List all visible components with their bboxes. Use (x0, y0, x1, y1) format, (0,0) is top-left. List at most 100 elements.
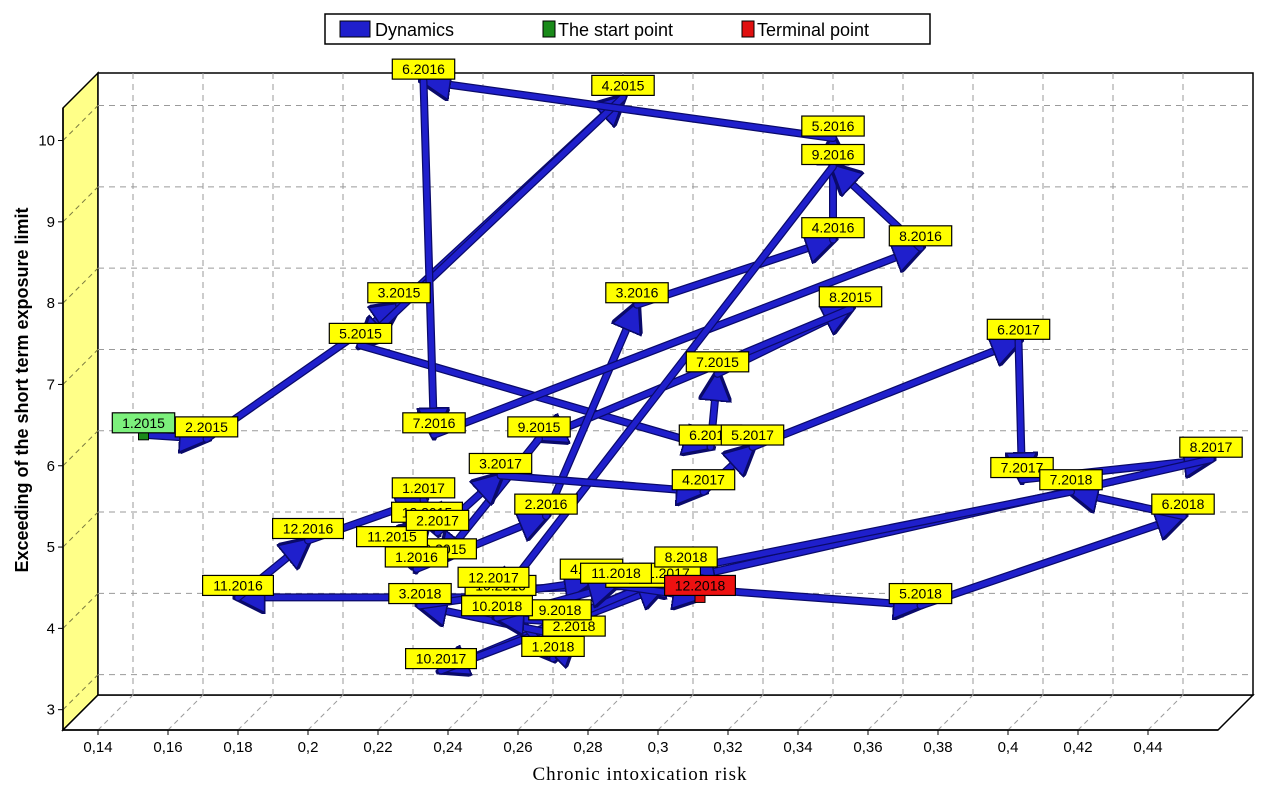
legend-label-terminal: Terminal point (757, 20, 869, 40)
terminal-point-label: 12.2018 (663, 574, 736, 597)
point-label-box (272, 517, 345, 540)
point-label-box (1039, 469, 1103, 491)
point-label-box (591, 74, 655, 96)
point-label: 5.2016 (801, 115, 865, 137)
point-label-text: 2.2017 (416, 512, 459, 528)
point-label: 8.2016 (888, 225, 953, 247)
point-label: 12.2016 (272, 517, 345, 540)
x-tick-label: 0,34 (783, 739, 812, 756)
point-label: 3.2015 (367, 282, 431, 304)
chart-floor (61, 694, 1255, 731)
x-tick-label: 0,38 (923, 739, 952, 756)
terminal-point-label-box (663, 574, 736, 597)
point-label-text: 10.2017 (416, 651, 467, 667)
point-label: 11.2016 (202, 574, 275, 597)
point-label: 9.2018 (528, 599, 592, 621)
point-label: 2.2015 (174, 416, 239, 438)
dynamics-segment (361, 94, 626, 345)
point-label-text: 6.2018 (1162, 496, 1205, 512)
x-tick-label: 0,26 (503, 739, 532, 756)
legend-swatch-dynamics (339, 20, 371, 38)
point-label: 9.2016 (801, 143, 865, 166)
y-tick-label: 9 (47, 214, 55, 231)
point-label-text: 2.2018 (553, 618, 596, 634)
point-label-text: 1.2018 (532, 638, 575, 654)
dynamics-segment (917, 516, 1184, 609)
point-label-box (384, 546, 449, 568)
point-label: 6.2017 (986, 318, 1051, 340)
point-label-box (391, 477, 456, 499)
point-label-text: 2.2016 (525, 496, 568, 512)
point-label: 5.2015 (328, 322, 393, 344)
point-label-box (888, 225, 953, 247)
point-label: 11.2015 (356, 526, 429, 548)
point-label-box (654, 546, 718, 568)
y-tick-label: 10 (38, 133, 55, 150)
point-label-text: 3.2018 (399, 586, 442, 602)
x-tick-label: 0,2 (298, 739, 319, 756)
point-label-text: 3.2015 (378, 285, 421, 301)
point-label-box (671, 469, 736, 491)
point-label-text: 4.2016 (812, 220, 855, 236)
point-label-box (1151, 493, 1215, 515)
dynamics-segment (497, 472, 704, 491)
point-label-text: 5.2018 (899, 586, 942, 602)
point-label: 1.2018 (521, 635, 585, 658)
point-label-box (990, 456, 1054, 479)
point-label-box (468, 452, 533, 475)
x-tick-label: 0,32 (713, 739, 742, 756)
point-label-box (801, 217, 865, 239)
point-label-text: 7.2018 (1050, 472, 1093, 488)
point-label-text: 3.2016 (616, 285, 659, 301)
point-label-box (514, 493, 578, 515)
dynamics-segment (1019, 338, 1023, 479)
y-axis-title: Exceeding of the short term exposure lim… (12, 207, 32, 572)
point-label-box (818, 286, 883, 308)
point-label-box (801, 115, 865, 137)
dynamics-segment (634, 240, 833, 308)
legend-box (324, 13, 931, 45)
point-label-text: 7.2016 (413, 415, 456, 431)
dynamics-segment (431, 248, 921, 438)
point-label: 7.2016 (402, 412, 466, 434)
dynamics-segment (501, 163, 836, 598)
point-label-text: 1.2017 (402, 480, 445, 496)
point-label: 12.2017 (457, 566, 530, 588)
y-tick-label: 8 (47, 295, 55, 312)
point-label-text: 8.2016 (899, 228, 942, 244)
point-label-box (986, 318, 1051, 340)
point-label-text: 12.2017 (468, 569, 519, 585)
point-label-text: 9.2018 (539, 602, 582, 618)
x-tick-labels: 0,14 0,16 0,18 0,2 0,22 0,24 0,26 0,28 0,3 0,32 0,… (83, 730, 1163, 756)
legend-swatch-terminal (741, 20, 755, 38)
x-tick-label: 0,22 (363, 739, 392, 756)
point-label-text: 5.2016 (812, 118, 855, 134)
point-label: 1.2017 (391, 477, 456, 499)
point-label-text: 5.2015 (339, 325, 382, 341)
point-label-text: 6.2016 (402, 61, 445, 77)
point-label-box (507, 416, 571, 438)
point-label: 3.2017 (468, 452, 533, 475)
point-label-text: 4.2015 (602, 77, 645, 93)
dynamics-segment (749, 341, 1019, 450)
x-axis-title: Chronic intoxication risk (533, 764, 748, 785)
point-label: 8.2017 (1179, 436, 1243, 458)
point-label: 9.2015 (507, 416, 571, 438)
point-label-text: 4.2017 (682, 472, 725, 488)
point-label-text: 7.2015 (696, 354, 739, 370)
point-label: 8.2015 (818, 286, 883, 308)
legend-swatch-start (542, 20, 556, 38)
point-label-text: 10.2018 (472, 598, 523, 614)
point-label-text: 11.2016 (213, 577, 263, 593)
point-label-box (685, 351, 750, 373)
point-labels: 1.2015 2.20153.20154.20155.20156.20157.20… (111, 58, 1243, 670)
point-label-text: 7.2017 (1001, 460, 1044, 476)
point-label: 6.2016 (391, 58, 456, 80)
point-label-text: 5.2017 (731, 427, 774, 443)
point-label-box (888, 582, 953, 605)
point-label-text: 1.2016 (395, 549, 438, 565)
axes (62, 108, 1218, 731)
x-tick-label: 0,3 (648, 739, 669, 756)
point-label-box (801, 143, 865, 166)
point-label-box (457, 566, 530, 588)
